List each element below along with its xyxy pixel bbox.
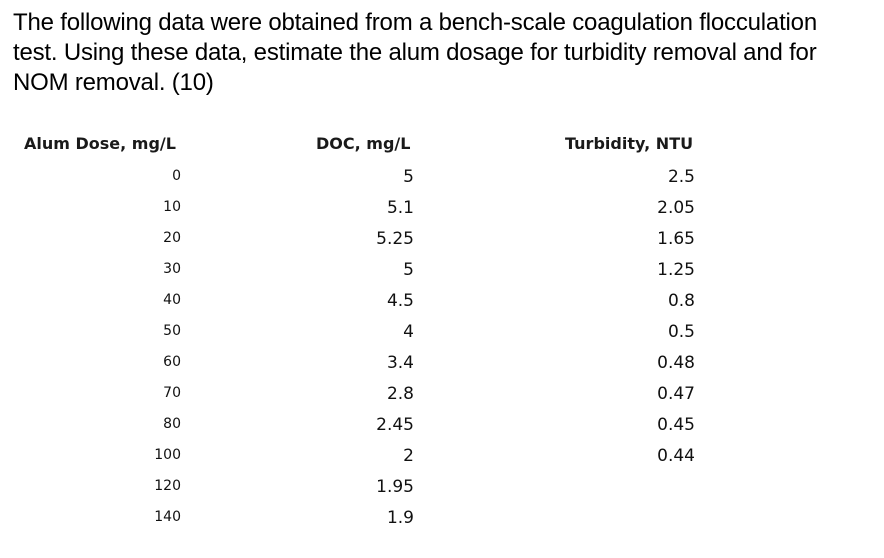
cell-alum-dose: 30 bbox=[163, 261, 181, 277]
cell-turbidity: 1.65 bbox=[657, 229, 695, 249]
cell-doc: 2.45 bbox=[376, 415, 414, 435]
header-alum-dose: Alum Dose, mg/L bbox=[24, 134, 176, 153]
cell-doc: 5.1 bbox=[386, 198, 414, 218]
cell-turbidity: 2.5 bbox=[667, 167, 695, 187]
cell-alum-dose: 50 bbox=[163, 323, 181, 339]
cell-turbidity: 0.44 bbox=[657, 446, 695, 466]
cell-doc: 1.9 bbox=[386, 508, 414, 528]
cell-doc: 1.95 bbox=[376, 477, 414, 497]
cell-turbidity: 2.05 bbox=[657, 198, 695, 218]
cell-alum-dose: 40 bbox=[163, 292, 181, 308]
question-line: NOM removal. (10) bbox=[13, 69, 214, 96]
cell-alum-dose: 100 bbox=[154, 447, 181, 463]
cell-turbidity: 0.48 bbox=[657, 353, 695, 373]
cell-alum-dose: 70 bbox=[163, 385, 181, 401]
cell-turbidity: 0.47 bbox=[657, 384, 695, 404]
cell-turbidity: 0.45 bbox=[657, 415, 695, 435]
cell-alum-dose: 20 bbox=[163, 230, 181, 246]
cell-doc: 5 bbox=[403, 167, 414, 187]
cell-doc: 3.4 bbox=[386, 353, 414, 373]
cell-alum-dose: 80 bbox=[163, 416, 181, 432]
cell-alum-dose: 10 bbox=[163, 199, 181, 215]
cell-doc: 2.8 bbox=[386, 384, 414, 404]
header-doc: DOC, mg/L bbox=[316, 134, 411, 153]
cell-alum-dose: 120 bbox=[154, 478, 181, 494]
cell-alum-dose: 140 bbox=[154, 509, 181, 525]
question-line: The following data were obtained from a … bbox=[13, 9, 817, 36]
cell-turbidity: 0.8 bbox=[667, 291, 695, 311]
cell-doc: 4 bbox=[403, 322, 414, 342]
cell-alum-dose: 60 bbox=[163, 354, 181, 370]
cell-turbidity: 1.25 bbox=[657, 260, 695, 280]
cell-doc: 4.5 bbox=[386, 291, 414, 311]
header-turbidity: Turbidity, NTU bbox=[565, 134, 694, 153]
question-line: test. Using these data, estimate the alu… bbox=[13, 39, 817, 66]
cell-doc: 2 bbox=[403, 446, 414, 466]
cell-doc: 5.25 bbox=[376, 229, 414, 249]
question-text: The following data were obtained from a … bbox=[13, 8, 879, 98]
cell-turbidity: 0.5 bbox=[667, 322, 695, 342]
cell-doc: 5 bbox=[403, 260, 414, 280]
cell-alum-dose: 0 bbox=[172, 168, 181, 184]
